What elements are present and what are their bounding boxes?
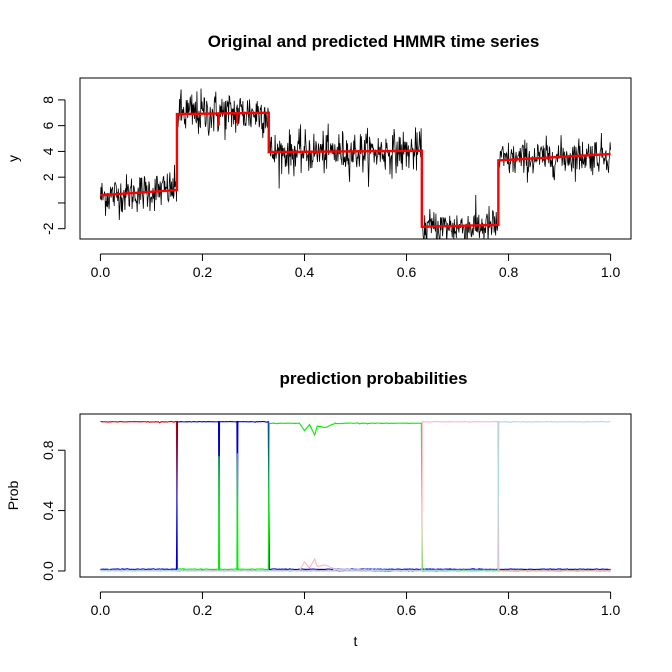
plot-frame bbox=[79, 77, 632, 240]
time-series-panel: Original and predicted HMMR time series y… bbox=[5, 32, 632, 280]
y-tick-label: 0.8 bbox=[40, 440, 56, 460]
y-tick-label: -2 bbox=[40, 222, 56, 235]
chart-title: Original and predicted HMMR time series bbox=[208, 32, 540, 51]
y-axis-label: Prob bbox=[5, 481, 21, 511]
x-tick-label: 0.6 bbox=[397, 602, 417, 618]
y-tick-label: 2 bbox=[40, 173, 56, 181]
series-group bbox=[100, 420, 611, 572]
x-tick-label: 0.8 bbox=[499, 602, 519, 618]
y-axis: -2 2 4 6 8 bbox=[40, 96, 66, 235]
x-tick-label: 0.6 bbox=[397, 264, 417, 280]
predicted-series-line bbox=[100, 111, 611, 228]
y-tick-label: 0.0 bbox=[40, 561, 56, 581]
x-tick-label: 0.0 bbox=[91, 602, 111, 618]
x-axis-label: t bbox=[354, 633, 358, 649]
probability-curve-2 bbox=[100, 420, 611, 571]
x-tick-label: 0.2 bbox=[193, 264, 213, 280]
x-tick-label: 0.8 bbox=[499, 264, 519, 280]
x-axis: 0.0 0.2 0.4 0.6 0.8 1.0 bbox=[91, 253, 621, 280]
y-tick-label: 0.4 bbox=[40, 501, 56, 521]
y-tick-label: 4 bbox=[40, 147, 56, 155]
probability-curve-5 bbox=[100, 420, 611, 572]
x-tick-label: 0.0 bbox=[91, 264, 111, 280]
x-tick-label: 0.4 bbox=[295, 264, 315, 280]
y-axis: 0.0 0.4 0.8 bbox=[40, 440, 66, 581]
series-group bbox=[100, 88, 611, 239]
x-tick-label: 1.0 bbox=[601, 264, 621, 280]
plot-frame bbox=[79, 413, 632, 578]
x-tick-label: 1.0 bbox=[601, 602, 621, 618]
y-axis-label: y bbox=[5, 155, 21, 162]
x-tick-label: 0.2 bbox=[193, 602, 213, 618]
y-tick-label: 8 bbox=[40, 96, 56, 104]
x-tick-label: 0.4 bbox=[295, 602, 315, 618]
x-axis: 0.0 0.2 0.4 0.6 0.8 1.0 bbox=[91, 591, 621, 618]
observed-series-line bbox=[100, 88, 611, 239]
y-tick-label: 6 bbox=[40, 122, 56, 130]
chart-title: prediction probabilities bbox=[280, 369, 468, 388]
